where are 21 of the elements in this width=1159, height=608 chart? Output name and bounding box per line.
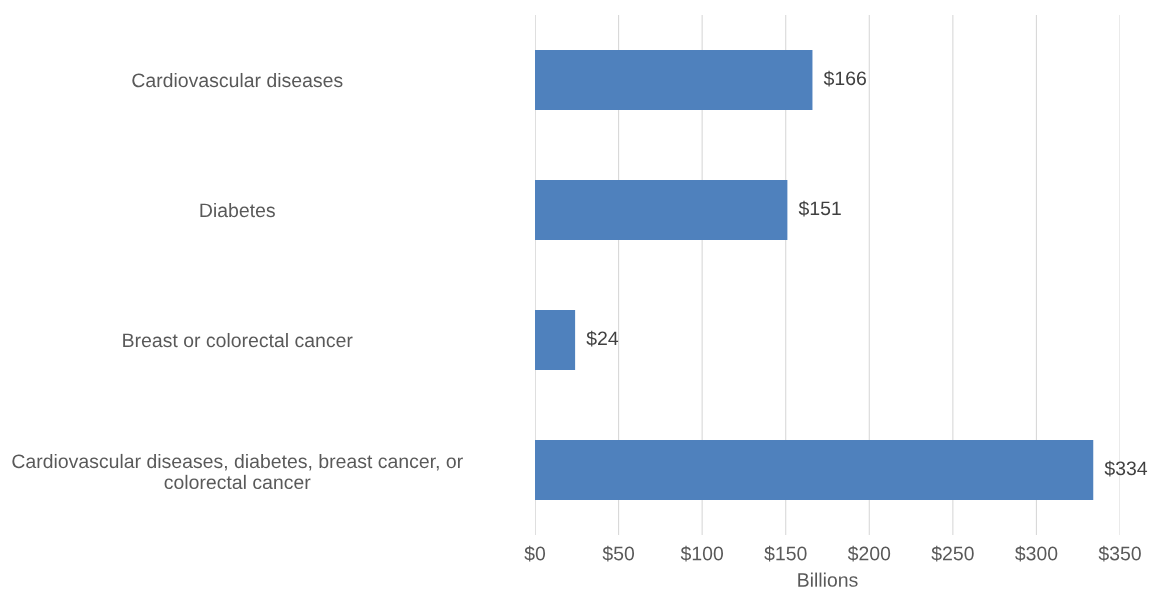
bar (535, 50, 813, 110)
bar (535, 310, 576, 370)
data-label: $24 (586, 330, 619, 347)
x-tick-label: $250 (931, 545, 974, 562)
x-tick-label: $200 (847, 545, 891, 562)
y-tick-label: Cardiovascular diseases, diabetes, breast cancer, or colorectal cancer (12, 453, 463, 490)
data-label: $151 (798, 200, 841, 217)
x-tick-label: $150 (764, 545, 807, 562)
y-tick-label: Diabetes (200, 202, 275, 218)
data-label: $334 (1104, 460, 1148, 477)
x-tick-label: $50 (602, 545, 635, 562)
x-tick-label: $350 (1098, 545, 1141, 562)
bar (535, 440, 1094, 500)
data-label: $166 (823, 70, 866, 87)
y-tick-label: Cardiovascular diseases (132, 72, 343, 88)
x-tick-label: $300 (1015, 545, 1058, 562)
x-tick-label: $100 (680, 545, 724, 562)
bar (535, 180, 788, 240)
x-tick-label: $0 (524, 545, 546, 562)
y-tick-label: Breast or colorectal cancer (123, 332, 353, 348)
x-axis-title: Billions (798, 572, 858, 587)
